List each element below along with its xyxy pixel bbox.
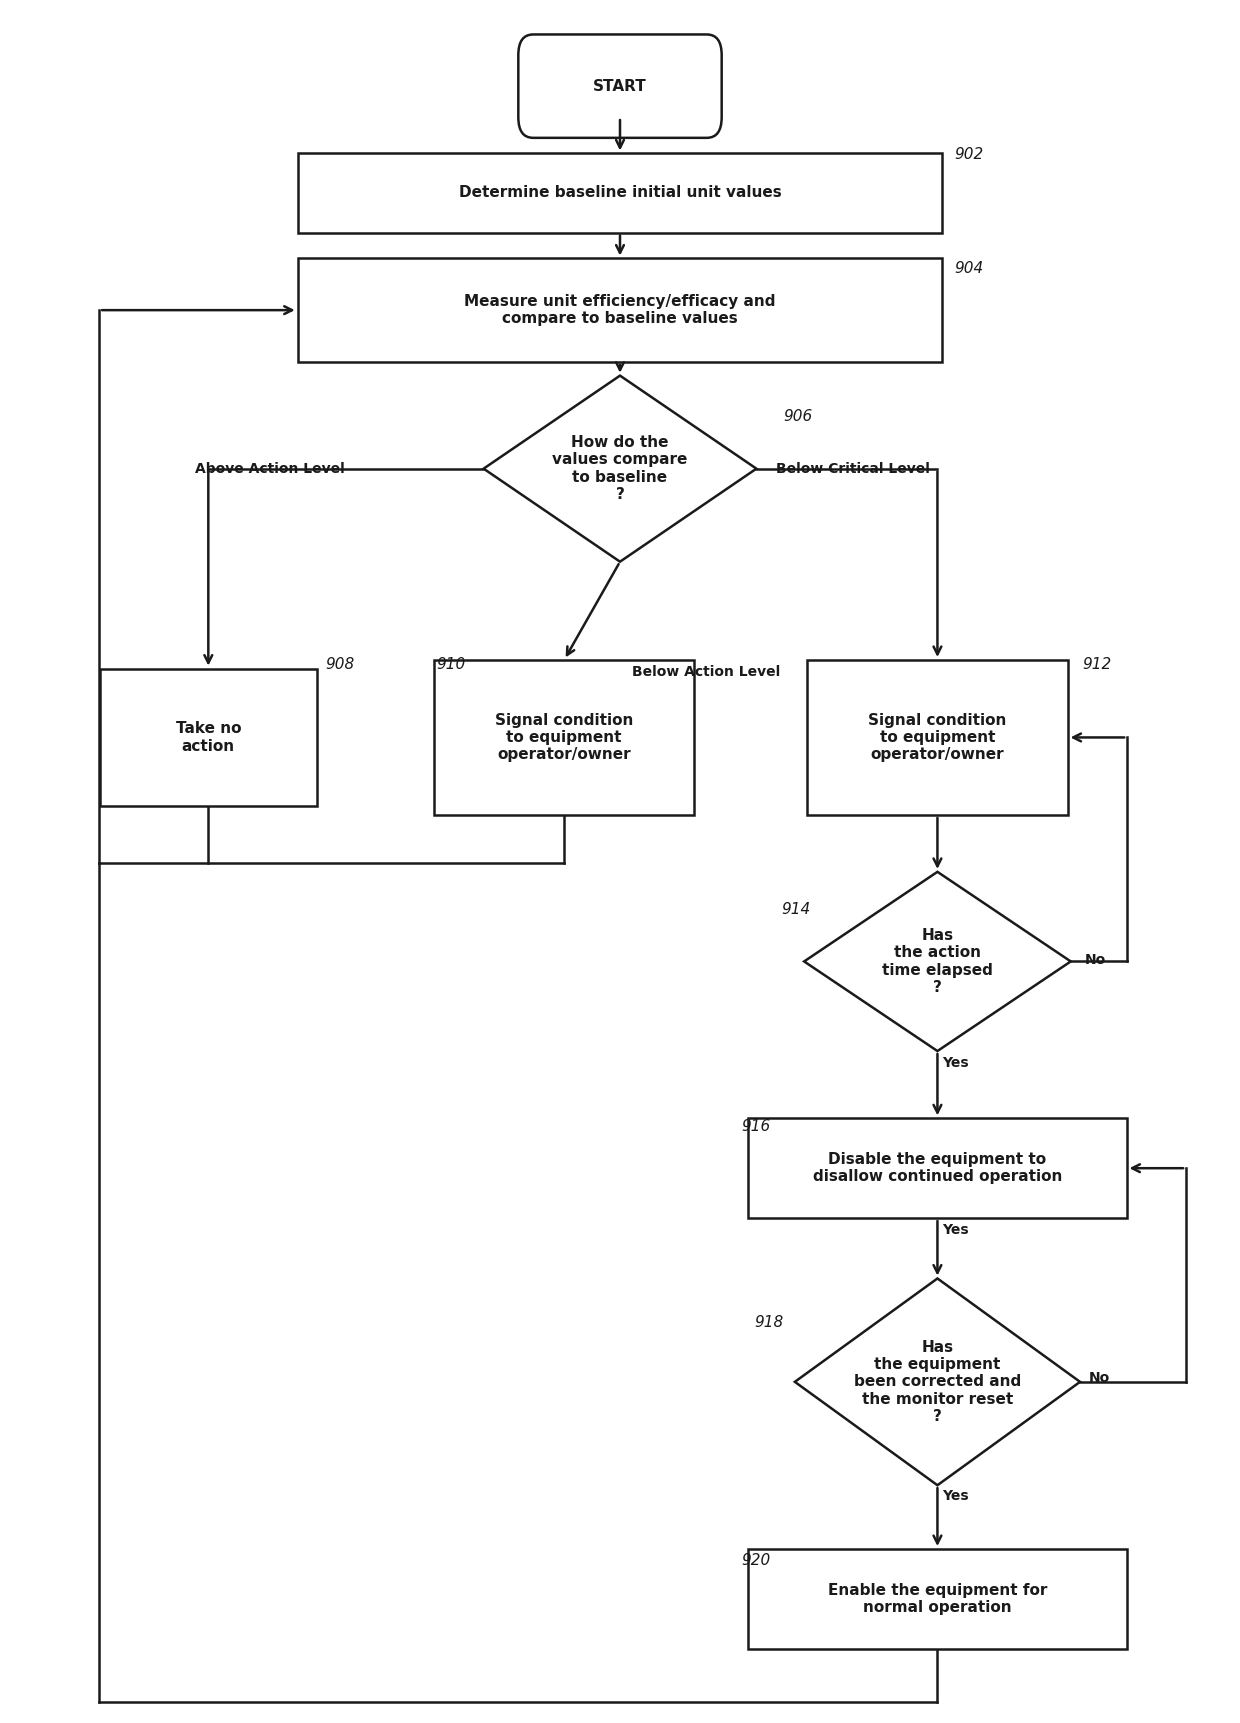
Text: Take no
action: Take no action — [176, 722, 241, 753]
Text: Yes: Yes — [942, 1056, 968, 1070]
Bar — [298, 258, 942, 362]
Bar — [298, 153, 942, 233]
Text: 912: 912 — [1083, 656, 1112, 672]
Bar — [807, 660, 1068, 815]
FancyBboxPatch shape — [518, 34, 722, 138]
Text: Has
the action
time elapsed
?: Has the action time elapsed ? — [882, 927, 993, 996]
Text: 908: 908 — [325, 656, 355, 672]
Text: Yes: Yes — [942, 1223, 968, 1237]
Text: Enable the equipment for
normal operation: Enable the equipment for normal operatio… — [828, 1583, 1047, 1614]
Text: 916: 916 — [742, 1118, 771, 1134]
Text: Signal condition
to equipment
operator/owner: Signal condition to equipment operator/o… — [868, 713, 1007, 762]
Text: Disable the equipment to
disallow continued operation: Disable the equipment to disallow contin… — [812, 1153, 1063, 1184]
Text: 918: 918 — [754, 1315, 784, 1330]
Text: 906: 906 — [784, 408, 813, 424]
Polygon shape — [795, 1278, 1080, 1485]
Text: 902: 902 — [955, 146, 985, 162]
Polygon shape — [804, 872, 1071, 1051]
Bar — [100, 669, 317, 806]
Text: Yes: Yes — [942, 1489, 968, 1502]
Text: Measure unit efficiency/efficacy and
compare to baseline values: Measure unit efficiency/efficacy and com… — [464, 295, 776, 326]
Bar — [749, 1118, 1126, 1218]
Text: 920: 920 — [742, 1552, 771, 1568]
Text: No: No — [1085, 953, 1106, 967]
Text: Above Action Level: Above Action Level — [195, 462, 345, 476]
Text: Below Action Level: Below Action Level — [632, 665, 781, 679]
Bar — [434, 660, 694, 815]
Text: 904: 904 — [955, 260, 985, 276]
Text: Signal condition
to equipment
operator/owner: Signal condition to equipment operator/o… — [495, 713, 634, 762]
Polygon shape — [484, 376, 756, 562]
Text: 914: 914 — [781, 901, 811, 917]
Bar — [749, 1549, 1126, 1649]
Text: START: START — [593, 79, 647, 93]
Text: 910: 910 — [436, 656, 466, 672]
Text: Determine baseline initial unit values: Determine baseline initial unit values — [459, 186, 781, 200]
Text: Below Critical Level: Below Critical Level — [776, 462, 930, 476]
Text: How do the
values compare
to baseline
?: How do the values compare to baseline ? — [552, 434, 688, 503]
Text: No: No — [1089, 1372, 1110, 1385]
Text: Has
the equipment
been corrected and
the monitor reset
?: Has the equipment been corrected and the… — [854, 1339, 1021, 1425]
